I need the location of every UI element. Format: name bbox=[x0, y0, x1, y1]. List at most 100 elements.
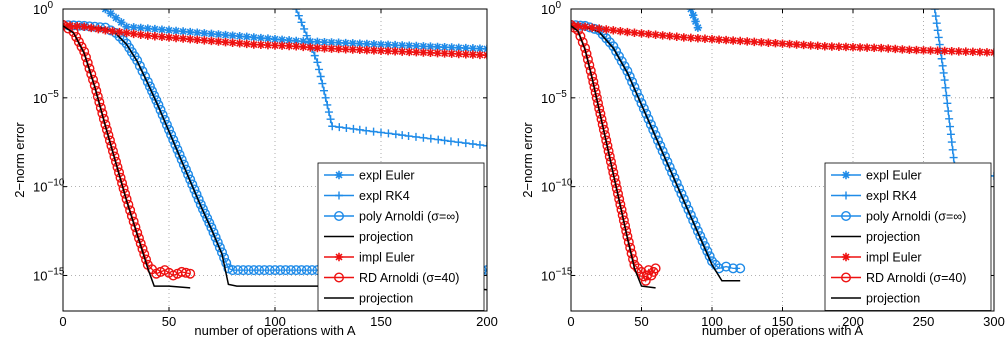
data-point bbox=[651, 30, 660, 39]
data-point bbox=[398, 41, 407, 50]
data-point bbox=[277, 35, 287, 44]
data-point bbox=[691, 17, 700, 26]
legend-label: expl RK4 bbox=[866, 189, 917, 203]
data-point bbox=[334, 38, 343, 47]
data-point bbox=[575, 31, 586, 42]
data-point bbox=[84, 63, 95, 74]
data-point bbox=[634, 92, 645, 103]
data-point bbox=[73, 36, 84, 47]
data-point bbox=[848, 42, 858, 52]
legend-item: impl Euler bbox=[324, 251, 415, 265]
data-point bbox=[128, 216, 139, 227]
data-point bbox=[195, 199, 206, 210]
data-point bbox=[313, 37, 322, 47]
data-point bbox=[132, 227, 143, 238]
legend-label: projection bbox=[866, 230, 920, 244]
data-point bbox=[310, 51, 319, 60]
y-axis: 100 10−5 10−10 10−15 bbox=[33, 0, 487, 283]
data-point bbox=[700, 34, 710, 43]
x-tick-label: 200 bbox=[842, 314, 864, 329]
grid bbox=[63, 9, 487, 311]
data-point bbox=[820, 42, 829, 51]
x-axis: 0 50 100 150 200 bbox=[59, 9, 498, 329]
data-point bbox=[587, 23, 597, 32]
data-point bbox=[161, 119, 172, 130]
data-point bbox=[143, 24, 152, 33]
data-point bbox=[608, 41, 619, 52]
data-point bbox=[391, 130, 400, 139]
data-point bbox=[87, 23, 96, 33]
data-point bbox=[101, 26, 110, 35]
data-point bbox=[193, 194, 204, 205]
data-point bbox=[197, 204, 208, 215]
data-point bbox=[228, 31, 237, 40]
data-point bbox=[342, 124, 351, 133]
data-point bbox=[940, 46, 949, 56]
data-point bbox=[693, 34, 703, 43]
legend-marker bbox=[334, 252, 344, 262]
data-point bbox=[321, 93, 330, 102]
data-point bbox=[483, 141, 487, 150]
data-point bbox=[151, 95, 162, 106]
legend-item: expl RK4 bbox=[324, 189, 410, 203]
data-point bbox=[200, 208, 211, 219]
data-point bbox=[341, 45, 350, 54]
data-point bbox=[944, 107, 953, 116]
data-point bbox=[678, 194, 689, 205]
data-point bbox=[905, 45, 914, 55]
data-point bbox=[134, 60, 145, 71]
data-point bbox=[771, 38, 780, 48]
data-point bbox=[461, 139, 470, 148]
data-point bbox=[369, 40, 379, 49]
data-point bbox=[693, 23, 703, 32]
data-point bbox=[144, 81, 155, 92]
data-point bbox=[468, 140, 477, 149]
x-tick-label: 0 bbox=[567, 314, 574, 329]
data-point bbox=[931, 12, 940, 21]
data-point bbox=[750, 37, 759, 47]
data-point bbox=[285, 265, 296, 276]
data-point bbox=[869, 43, 879, 53]
data-point bbox=[277, 41, 287, 50]
data-point bbox=[180, 164, 191, 175]
data-point bbox=[637, 29, 646, 38]
legend-item: poly Arnoldi (σ=∞) bbox=[831, 210, 966, 224]
data-point bbox=[757, 38, 766, 47]
data-point bbox=[827, 42, 837, 51]
data-point bbox=[369, 46, 379, 55]
data-point bbox=[940, 76, 949, 85]
data-point bbox=[806, 41, 815, 50]
data-point bbox=[178, 159, 189, 170]
data-point bbox=[611, 46, 622, 57]
data-point bbox=[318, 79, 327, 88]
legend-label: projection bbox=[359, 292, 413, 306]
data-point bbox=[689, 11, 698, 20]
data-point bbox=[65, 21, 75, 30]
legend-item: projection bbox=[324, 292, 413, 306]
data-point bbox=[221, 37, 230, 47]
data-point bbox=[193, 35, 202, 44]
data-point bbox=[884, 44, 893, 53]
data-point bbox=[433, 42, 442, 52]
y-tick-label: 100 bbox=[541, 0, 561, 17]
legend-item: RD Arnoldi (σ=40) bbox=[324, 271, 459, 285]
data-point bbox=[228, 38, 237, 47]
data-point bbox=[792, 40, 801, 49]
data-point bbox=[390, 47, 400, 56]
data-point bbox=[302, 31, 311, 40]
data-point bbox=[475, 140, 484, 149]
data-point bbox=[207, 29, 216, 39]
data-point bbox=[947, 138, 956, 147]
series-7 bbox=[63, 25, 191, 289]
legend-label: expl Euler bbox=[359, 169, 415, 183]
legend-marker bbox=[841, 252, 851, 262]
data-point bbox=[254, 265, 265, 276]
data-point bbox=[688, 215, 699, 226]
data-point bbox=[468, 50, 478, 59]
data-point bbox=[405, 41, 414, 50]
data-point bbox=[301, 265, 312, 276]
data-point bbox=[426, 134, 435, 143]
data-point bbox=[650, 263, 661, 274]
data-point bbox=[243, 265, 254, 276]
